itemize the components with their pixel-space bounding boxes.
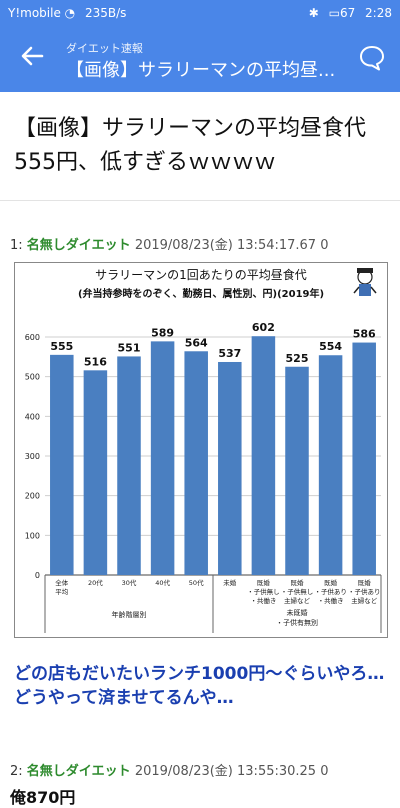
y-tick-label: 600 bbox=[25, 333, 40, 342]
bar bbox=[117, 356, 141, 575]
x-tick-label: ・子供あり bbox=[348, 587, 381, 596]
group-label: 未既婚 bbox=[287, 608, 308, 617]
data-label: 589 bbox=[151, 326, 174, 339]
x-tick-label: 既婚 bbox=[358, 578, 372, 587]
data-label: 525 bbox=[286, 352, 309, 365]
bar-chart: サラリーマンの1回あたりの平均昼食代 (弁当持参時をのぞく、勤務日、属性別、円)… bbox=[25, 267, 382, 633]
site-name: ダイエット速報 bbox=[66, 42, 143, 55]
x-tick-label: ・共働き bbox=[250, 596, 276, 605]
group-label: ・子供有無別 bbox=[276, 618, 318, 627]
x-tick-label: 平均 bbox=[55, 587, 69, 596]
x-tick-label: ・子供無し bbox=[247, 587, 280, 596]
x-tick-label: 50代 bbox=[189, 578, 204, 587]
chart-subtitle: (弁当持参時をのぞく、勤務日、属性別、円)(2019年) bbox=[78, 287, 324, 300]
bar bbox=[352, 342, 376, 575]
network-speed: 235B/s bbox=[84, 6, 127, 20]
data-label: 555 bbox=[50, 340, 73, 353]
bar bbox=[251, 336, 276, 575]
divider bbox=[0, 200, 400, 201]
wifi-icon: ◔ bbox=[64, 6, 76, 20]
mascot-icon bbox=[353, 268, 377, 296]
data-label: 551 bbox=[118, 341, 141, 354]
arrow-left-icon[interactable] bbox=[18, 42, 46, 70]
y-tick-label: 300 bbox=[25, 452, 40, 461]
post-date: 2019/08/23(金) 13:54:17.67 0 bbox=[134, 238, 329, 253]
reply-text: どの店もだいたいランチ1000円〜ぐらいやろ…どうやって済ませてるんや… bbox=[14, 664, 385, 708]
post-header: 1: 名無しダイエット 2019/08/23(金) 13:54:17.67 0 bbox=[10, 234, 328, 253]
article-headline: 【画像】サラリーマンの平均昼食代555円、低すぎるｗｗｗｗ bbox=[14, 116, 367, 175]
chart-image: サラリーマンの1回あたりの平均昼食代 (弁当持参時をのぞく、勤務日、属性別、円)… bbox=[14, 262, 388, 638]
x-tick-label: 未婚 bbox=[223, 578, 237, 587]
status-right: ✱ ▭67 2:28 bbox=[309, 6, 392, 20]
x-tick-label: ・共働き bbox=[318, 596, 344, 605]
bar bbox=[318, 355, 343, 575]
poster-name[interactable]: 名無しダイエット bbox=[26, 238, 131, 253]
bluetooth-icon: ✱ bbox=[308, 6, 319, 20]
x-tick-label: 既婚 bbox=[257, 578, 271, 587]
y-tick-label: 0 bbox=[35, 571, 40, 580]
data-label: 554 bbox=[319, 340, 342, 353]
bar bbox=[184, 351, 208, 575]
x-tick-label: 主婦など bbox=[284, 596, 311, 605]
page-title: 【画像】サラリーマンの平均昼... bbox=[66, 60, 336, 81]
data-label: 602 bbox=[252, 321, 275, 334]
clock: 2:28 bbox=[365, 6, 392, 20]
data-label: 586 bbox=[353, 328, 376, 341]
y-tick-label: 200 bbox=[25, 492, 40, 501]
y-tick-label: 500 bbox=[25, 373, 40, 382]
data-label: 537 bbox=[218, 347, 241, 360]
carrier-label: Y!mobile ◔ 235B/s bbox=[8, 6, 126, 20]
post-header-2: 2: 名無しダイエット 2019/08/23(金) 13:55:30.25 0 bbox=[10, 760, 328, 779]
carrier: Y!mobile bbox=[8, 6, 61, 20]
post-number: 1: bbox=[10, 238, 23, 253]
y-tick-label: 400 bbox=[25, 412, 40, 421]
x-tick-label: 全体 bbox=[55, 578, 69, 587]
reply-text-2: 俺870円 bbox=[10, 788, 76, 807]
poster-name[interactable]: 名無しダイエット bbox=[26, 764, 131, 779]
x-tick-label: ・子供あり bbox=[314, 587, 347, 596]
x-tick-label: 20代 bbox=[88, 578, 103, 587]
bar bbox=[50, 354, 74, 575]
x-tick-label: 既婚 bbox=[324, 578, 338, 587]
bar bbox=[285, 366, 309, 575]
data-label: 516 bbox=[84, 355, 107, 368]
status-bar: Y!mobile ◔ 235B/s ✱ ▭67 2:28 bbox=[0, 0, 400, 26]
x-tick-label: ・子供無し bbox=[281, 587, 314, 596]
bar bbox=[150, 341, 175, 575]
x-tick-label: 既婚 bbox=[291, 578, 305, 587]
bar bbox=[218, 361, 242, 575]
data-label: 564 bbox=[185, 336, 208, 349]
x-tick-label: 40代 bbox=[155, 578, 170, 587]
battery-icon: ▭67 bbox=[328, 6, 356, 20]
x-tick-label: 主婦など bbox=[351, 596, 378, 605]
app-bar: ダイエット速報 【画像】サラリーマンの平均昼... bbox=[0, 26, 400, 92]
chart-title: サラリーマンの1回あたりの平均昼食代 bbox=[95, 267, 307, 282]
bar bbox=[83, 370, 108, 575]
chat-bubble-icon[interactable] bbox=[358, 44, 386, 72]
post-date: 2019/08/23(金) 13:55:30.25 0 bbox=[134, 764, 329, 779]
post-number: 2: bbox=[10, 764, 23, 779]
y-tick-label: 100 bbox=[25, 531, 40, 540]
battery-level: 67 bbox=[339, 6, 356, 20]
group-label: 年齢階層別 bbox=[112, 610, 147, 619]
x-tick-label: 30代 bbox=[122, 578, 137, 587]
